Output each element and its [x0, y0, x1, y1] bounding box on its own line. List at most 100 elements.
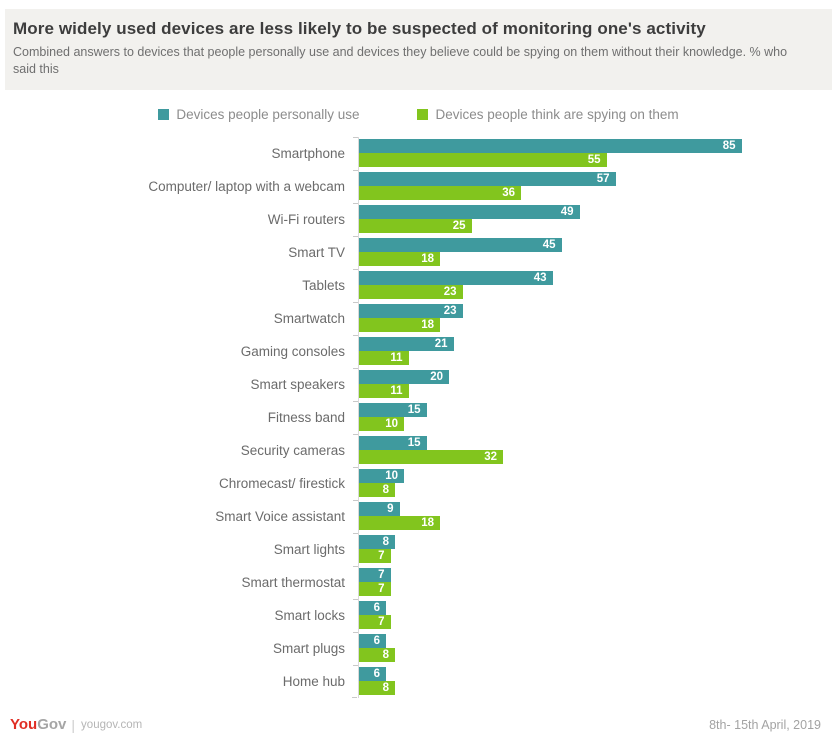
chart-row: Wi-Fi routers 49 25 [0, 202, 837, 236]
category-label: Smartphone [271, 145, 345, 161]
bar-value-label: 7 [378, 582, 385, 595]
bar-personal-use: 43 [359, 271, 553, 286]
bar-spying: 18 [359, 516, 440, 531]
row-bars: 57 36 [353, 169, 837, 203]
bar-personal-use: 21 [359, 337, 454, 352]
bar-value-label: 6 [373, 601, 380, 614]
category-label: Wi-Fi routers [267, 211, 345, 227]
bar-spying: 8 [359, 681, 395, 696]
chart-row: Smart Voice assistant 9 18 [0, 499, 837, 533]
bar-value-label: 6 [373, 634, 380, 647]
bar-value-label: 45 [542, 238, 556, 251]
bar-value-label: 9 [387, 502, 394, 515]
chart-row: Smartphone 85 55 [0, 136, 837, 170]
bar-personal-use: 15 [359, 436, 427, 451]
row-bars: 85 55 [353, 136, 837, 170]
bar-value-label: 43 [533, 271, 547, 284]
bar-value-label: 57 [596, 172, 610, 185]
bar-personal-use: 49 [359, 205, 580, 220]
bar-value-label: 7 [378, 549, 385, 562]
chart-row: Smart speakers 20 11 [0, 367, 837, 401]
bar-value-label: 8 [382, 483, 389, 496]
bar-value-label: 8 [382, 648, 389, 661]
bar-spying: 25 [359, 219, 472, 234]
row-bars: 20 11 [353, 367, 837, 401]
bar-value-label: 11 [390, 384, 403, 397]
chart-rows: Smartphone 85 55 Computer/ laptop with a we… [0, 136, 837, 698]
bar-spying: 7 [359, 582, 391, 597]
bar-personal-use: 57 [359, 172, 616, 187]
legend-label-spying: Devices people think are spying on them [435, 106, 679, 122]
bar-spying: 11 [359, 351, 409, 366]
bar-value-label: 25 [452, 219, 466, 232]
bar-spying: 7 [359, 615, 391, 630]
chart-row: Computer/ laptop with a webcam 57 36 [0, 169, 837, 203]
category-label: Security cameras [240, 442, 345, 458]
bar-value-label: 49 [560, 205, 574, 218]
chart-row: Gaming consoles 21 11 [0, 334, 837, 368]
chart-row: Fitness band 15 10 [0, 400, 837, 434]
bar-value-label: 20 [430, 370, 443, 383]
bar-value-label: 7 [378, 615, 385, 628]
category-label: Fitness band [267, 409, 345, 425]
logo-gov-text: Gov [37, 716, 67, 733]
chart-subtitle: Combined answers to devices that people … [13, 45, 788, 76]
bar-personal-use: 6 [359, 667, 386, 682]
legend-swatch-green-icon [417, 108, 429, 120]
bar-spying: 11 [359, 384, 409, 399]
bar-spying: 7 [359, 549, 391, 564]
chart-row: Smart lights 8 7 [0, 532, 837, 566]
category-label: Smart lights [273, 541, 345, 557]
legend-swatch-teal-icon [158, 108, 170, 120]
bar-value-label: 36 [502, 186, 515, 199]
bar-value-label: 7 [378, 568, 385, 581]
bar-value-label: 15 [407, 403, 421, 416]
bar-value-label: 6 [373, 667, 380, 680]
category-label: Home hub [282, 673, 345, 689]
category-label: Smart speakers [250, 376, 345, 392]
bar-value-label: 10 [385, 469, 398, 482]
bar-personal-use: 8 [359, 535, 395, 550]
category-label: Smart plugs [272, 640, 345, 656]
bar-value-label: 11 [390, 351, 403, 364]
bar-chart: Smartphone 85 55 Computer/ laptop with a we… [0, 136, 837, 698]
bar-spying: 8 [359, 648, 395, 663]
chart-row: Smart TV 45 18 [0, 235, 837, 269]
row-bars: 45 18 [353, 235, 837, 269]
footer: You Gov | yougov.com 8th- 15th April, 201… [10, 716, 821, 733]
category-label: Chromecast/ firestick [218, 475, 345, 491]
legend-item-personal-use: Devices people personally use [158, 107, 359, 122]
header: More widely used devices are less likely… [5, 9, 832, 90]
bar-value-label: 18 [421, 252, 434, 265]
bar-value-label: 85 [722, 139, 736, 152]
bar-value-label: 8 [382, 535, 389, 548]
bar-personal-use: 15 [359, 403, 427, 418]
bar-personal-use: 85 [359, 139, 742, 154]
row-bars: 23 18 [353, 301, 837, 335]
row-bars: 15 32 [353, 433, 837, 467]
row-bars: 49 25 [353, 202, 837, 236]
bar-value-label: 18 [421, 516, 434, 529]
row-bars: 21 11 [353, 334, 837, 368]
bar-personal-use: 23 [359, 304, 463, 319]
category-label: Smart locks [274, 607, 345, 623]
category-label: Tablets [302, 277, 345, 293]
bar-spying: 23 [359, 285, 463, 300]
legend-item-spying: Devices people think are spying on them [417, 106, 679, 122]
category-label: Smartwatch [273, 310, 345, 326]
bar-personal-use: 10 [359, 469, 404, 484]
bar-spying: 10 [359, 417, 404, 432]
legend: Devices people personally use Devices pe… [0, 107, 837, 122]
bar-value-label: 15 [407, 436, 421, 449]
bar-spying: 36 [359, 186, 521, 201]
chart-row: Home hub 6 8 [0, 664, 837, 698]
bar-personal-use: 9 [359, 502, 400, 517]
category-label: Computer/ laptop with a webcam [148, 178, 345, 194]
row-bars: 15 10 [353, 400, 837, 434]
category-label: Smart Voice assistant [215, 508, 345, 524]
